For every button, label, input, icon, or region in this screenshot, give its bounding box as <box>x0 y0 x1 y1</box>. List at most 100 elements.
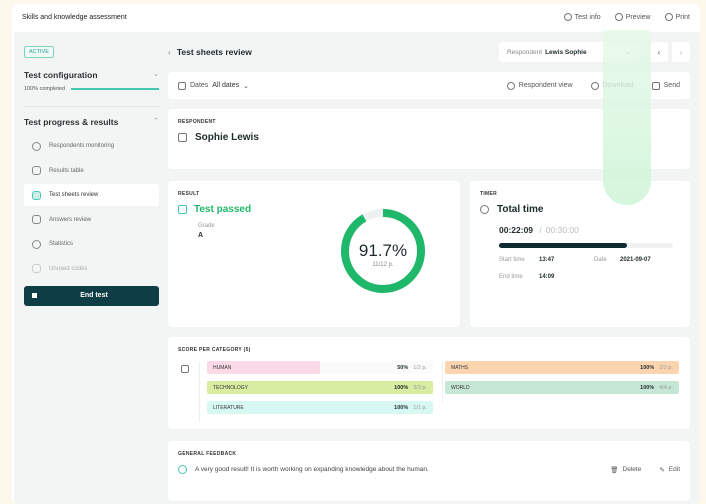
result-card: RESULT Test passed Grade A 91.7% 11/12 p… <box>168 181 460 327</box>
delete-label: Delete <box>622 466 642 473</box>
progress-bar <box>70 88 159 90</box>
delete-button[interactable]: 🗑 Delete <box>610 466 641 474</box>
prev-respondent-button[interactable]: ‹ <box>650 42 668 62</box>
category-fill <box>445 361 679 374</box>
back-icon[interactable]: ‹ <box>168 47 171 57</box>
dates-filter[interactable]: Dates All dates ⌄ <box>178 81 489 90</box>
dates-value: All dates <box>212 82 240 89</box>
send-icon <box>651 81 660 90</box>
sidebar-item-results-table[interactable]: Results table <box>24 160 159 182</box>
chevron-down-icon: ⌄ <box>625 49 631 56</box>
edit-button[interactable]: ✎ Edit <box>659 466 680 474</box>
send-button[interactable]: Send <box>651 81 680 90</box>
category-bar-technology: TECHNOLOGY 100% 3/3 p. <box>207 381 433 394</box>
category-percent: 100% <box>640 384 655 391</box>
stop-icon <box>32 293 37 298</box>
respondent-view-button[interactable]: Respondent view <box>506 81 573 90</box>
progress-label: 100% completed <box>24 86 65 92</box>
edit-label: Edit <box>668 466 680 473</box>
category-points: 1/2 p. <box>413 364 427 371</box>
category-fill <box>207 361 320 374</box>
total-time: 00:30:00 <box>545 225 579 235</box>
end-test-label: End test <box>80 292 108 299</box>
timer-title: Total time <box>497 204 544 215</box>
clock-icon <box>480 205 489 214</box>
grade-value: A <box>198 232 204 239</box>
user-icon <box>178 133 187 142</box>
timer-progress <box>499 243 673 248</box>
sidebar-item-label: Respondents monitoring <box>49 143 115 149</box>
download-button[interactable]: Download <box>590 81 634 90</box>
sidebar-item-label: Test sheets review <box>49 192 99 198</box>
page-header: ‹ Test sheets review Respondent Lewis Sop… <box>168 40 690 64</box>
section-label: RESULT <box>178 191 200 197</box>
respondent-view-label: Respondent view <box>518 82 573 89</box>
end-time-label: End time <box>499 274 523 280</box>
end-time: 14:09 <box>539 274 555 280</box>
elapsed-time: 00:22:09 <box>499 225 534 235</box>
feedback-text: A very good result! It is worth working … <box>195 466 429 473</box>
section-label: GENERAL FEEDBACK <box>178 451 237 457</box>
category-name: TECHNOLOGY <box>213 384 249 391</box>
print-button[interactable]: Print <box>664 13 690 21</box>
section-label: RESPONDENT <box>178 119 216 125</box>
sidebar-item-statistics[interactable]: Statistics <box>24 233 159 255</box>
timer-card: TIMER Total time 00:22:09 /00:30:00 Star… <box>470 181 690 327</box>
check-icon <box>32 215 41 224</box>
top-bar: Skills and knowledge assessment Test inf… <box>12 4 700 30</box>
check-icon <box>178 205 187 214</box>
category-bar-world: WORLD 100% 4/4 p. <box>445 381 679 394</box>
category-bar-human: HUMAN 50% 1/2 p. <box>207 361 433 374</box>
category-fill <box>207 401 433 414</box>
sidebar-item-answers-review[interactable]: Answers review <box>24 209 159 231</box>
code-icon <box>32 264 41 273</box>
respondent-select-label: Respondent <box>507 48 543 56</box>
category-points: 4/4 p. <box>659 384 673 391</box>
chart-icon <box>181 365 189 373</box>
sidebar-item-unused-codes[interactable]: Unused codes <box>24 258 159 280</box>
respondent-select[interactable]: Respondent Lewis Sophie ⌄ <box>499 42 639 62</box>
sidebar-item-label: Unused codes <box>49 265 88 272</box>
config-progress: 100% completed <box>24 86 159 92</box>
section-title: Test configuration <box>24 70 98 80</box>
test-info-label: Test info <box>574 13 601 21</box>
category-name: MATHS <box>451 364 469 371</box>
status-badge: ACTIVE <box>24 46 54 58</box>
dates-label: Dates <box>190 82 209 89</box>
sidebar-item-label: Answers review <box>49 216 92 223</box>
comment-icon <box>178 465 187 474</box>
section-title: Test progress & results <box>24 117 119 127</box>
section-label: TIMER <box>480 191 498 197</box>
preview-button[interactable]: Preview <box>614 13 651 21</box>
download-icon <box>590 81 599 90</box>
sidebar-item-test-sheets-review[interactable]: Test sheets review <box>24 184 159 206</box>
category-percent: 100% <box>640 364 655 371</box>
sidebar-item-label: Results table <box>49 167 84 174</box>
user-icon <box>506 81 515 90</box>
next-respondent-button[interactable]: › <box>672 42 690 62</box>
trash-icon: 🗑 <box>610 466 619 474</box>
toolbar: Dates All dates ⌄ Respondent view Download… <box>168 72 690 99</box>
category-fill <box>445 381 679 394</box>
test-info-button[interactable]: Test info <box>563 13 601 21</box>
category-name: HUMAN <box>213 364 232 371</box>
time-separator: / <box>539 225 542 235</box>
grade-label: Grade <box>198 223 215 229</box>
timer-progress-fill <box>499 243 628 248</box>
category-fill <box>207 381 433 394</box>
info-icon <box>563 13 572 21</box>
sidebar-item-respondents-monitoring[interactable]: Respondents monitoring <box>24 135 159 157</box>
category-percent: 50% <box>397 364 409 371</box>
test-progress-toggle[interactable]: Test progress & results ⌃ <box>24 117 159 127</box>
category-bar-literature: LITERATURE 100% 1/1 p. <box>207 401 433 414</box>
result-status: Test passed <box>194 204 252 215</box>
end-test-button[interactable]: End test <box>24 285 159 306</box>
donut-arc <box>341 209 425 293</box>
chevron-down-icon: ⌄ <box>153 71 159 78</box>
category-points: 2/2 p. <box>659 364 673 371</box>
test-configuration-toggle[interactable]: Test configuration ⌄ <box>24 70 159 80</box>
category-percent: 100% <box>394 384 409 391</box>
send-label: Send <box>663 82 680 89</box>
sidebar-item-label: Statistics <box>49 241 74 247</box>
app-window: Skills and knowledge assessment Test inf… <box>12 4 700 504</box>
